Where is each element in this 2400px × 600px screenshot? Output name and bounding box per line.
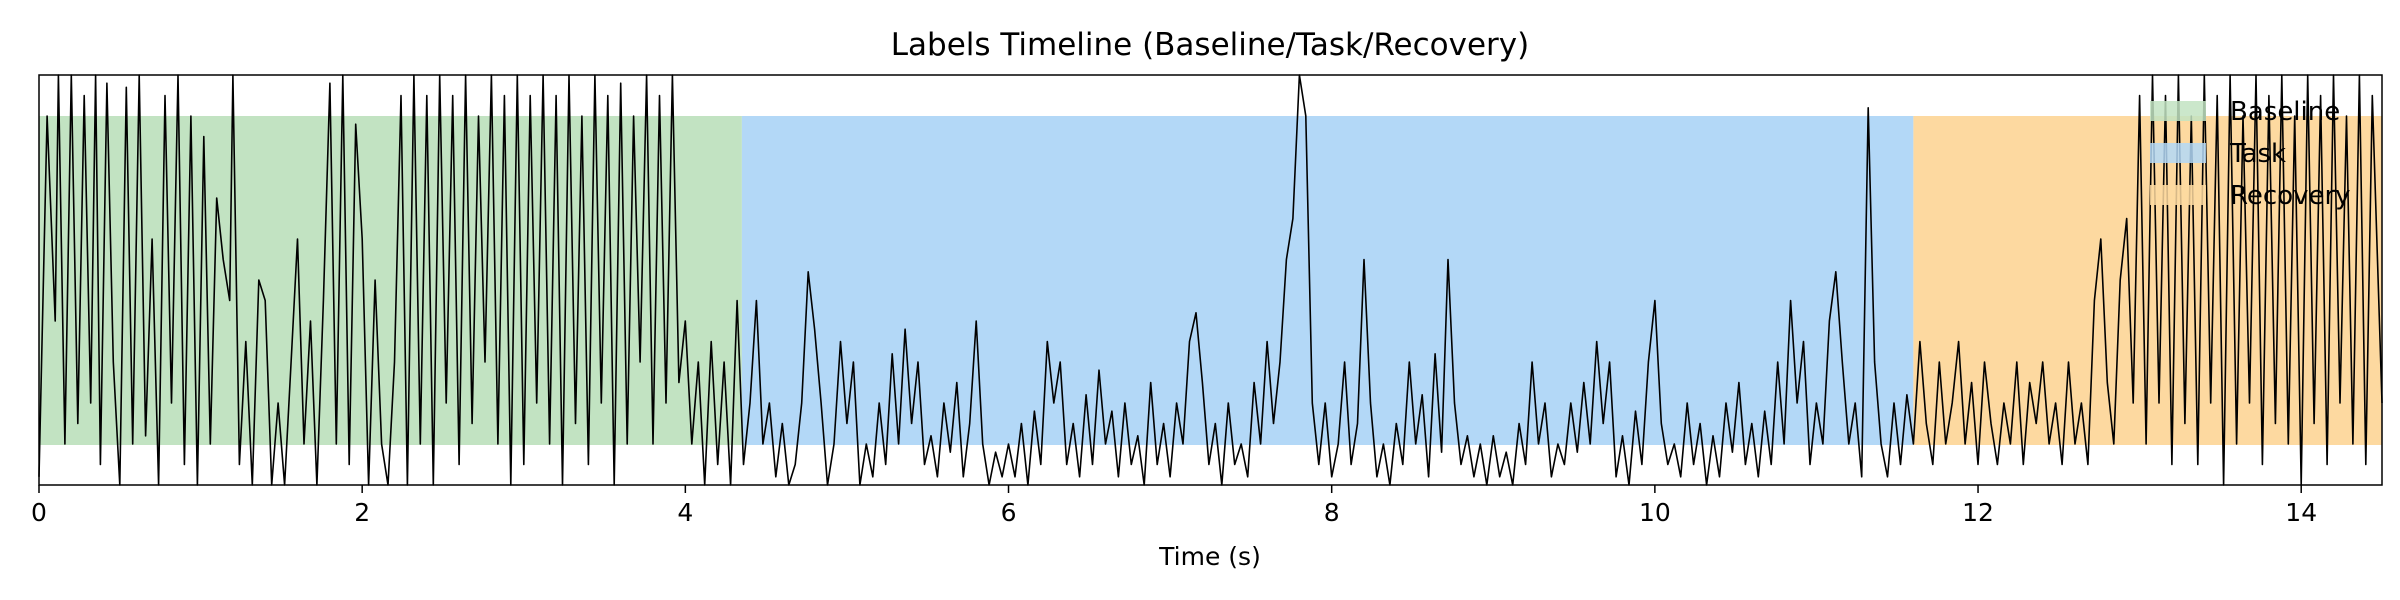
signal-layer (38, 74, 2383, 486)
legend-label-baseline: Baseline (2230, 97, 2340, 127)
x-tick-label: 6 (1001, 498, 1017, 527)
signal-line (38, 74, 2383, 486)
axes-frame (38, 74, 2383, 486)
legend-label-task: Task (2229, 139, 2286, 169)
legend-label-recovery: Recovery (2230, 181, 2351, 211)
chart-title: Labels Timeline (Baseline/Task/Recovery) (891, 27, 1529, 63)
legend-swatch-recovery (2150, 185, 2206, 205)
x-tick-label: 8 (1324, 498, 1340, 527)
legend: Baseline Task Recovery (2150, 97, 2351, 211)
x-axis-label: Time (s) (1158, 542, 1261, 571)
x-axis-ticks: 0 2 4 6 8 10 12 14 (31, 485, 2317, 527)
x-tick-label: 10 (1639, 498, 1671, 527)
x-tick-label: 4 (677, 498, 693, 527)
x-tick-label: 14 (2285, 498, 2317, 527)
legend-swatch-baseline (2150, 101, 2206, 121)
x-tick-label: 12 (1962, 498, 1994, 527)
x-tick-label: 2 (354, 498, 370, 527)
x-tick-label: 0 (31, 498, 47, 527)
label-segments (39, 116, 2382, 445)
legend-swatch-task (2150, 143, 2206, 163)
segment-task (741, 116, 1914, 445)
